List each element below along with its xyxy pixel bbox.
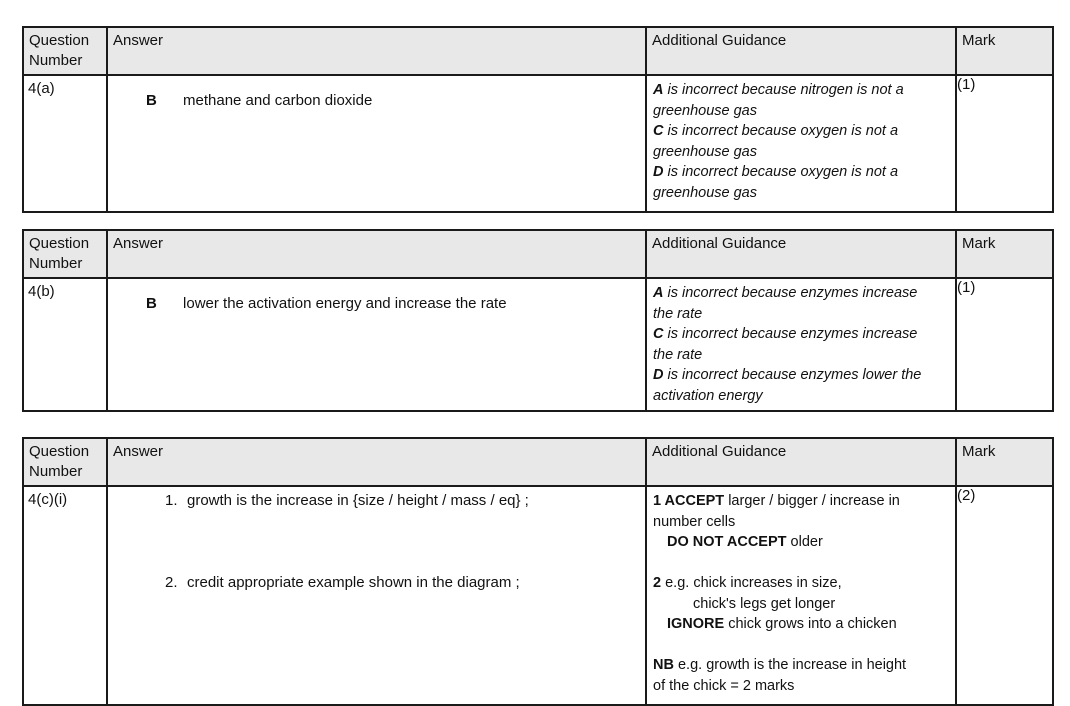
answer-point-text: growth is the increase in {size / height… (187, 492, 529, 509)
answer-header: Answer (106, 229, 647, 279)
table-row: 4(c)(i) 1. growth is the increase in {siz… (22, 485, 1054, 706)
header-row: Question Number Answer Additional Guidan… (22, 26, 1054, 76)
guidance-line: IGNORE chick grows into a chicken (667, 616, 897, 632)
guidance-line: of the chick = 2 marks (653, 677, 795, 694)
guidance-line: C is incorrect because oxygen is not a (653, 123, 899, 139)
question-number-header: Question Number (22, 229, 108, 279)
guidance-line: the rate (653, 305, 703, 322)
additional-guidance-header: Additional Guidance (645, 26, 957, 76)
answer-option: B lower the activation energy and increa… (108, 279, 645, 312)
question-number-cell: 4(b) (22, 277, 108, 412)
table-gap (22, 213, 1052, 229)
guidance-cell: A is incorrect because nitrogen is not a… (645, 74, 957, 213)
guidance-line: DO NOT ACCEPT older (667, 534, 823, 550)
question-number-header: Question Number (22, 26, 108, 76)
guidance-cell: 1 ACCEPT larger / bigger / increase in nu… (645, 485, 957, 706)
additional-guidance-header: Additional Guidance (645, 229, 957, 279)
guidance-line: NB e.g. growth is the increase in height (653, 657, 907, 673)
answer-letter: B (146, 92, 157, 109)
answer-cell: B lower the activation energy and increa… (106, 277, 647, 412)
answer-text: methane and carbon dioxide (183, 92, 373, 109)
table-row: 4(a) B methane and carbon dioxide A is i… (22, 74, 1054, 213)
guidance-line: greenhouse gas (653, 102, 757, 119)
guidance-blank-line (653, 553, 949, 574)
mark-scheme-table-4b: Question Number Answer Additional Guidan… (22, 229, 1054, 412)
guidance-line: greenhouse gas (653, 184, 757, 201)
answer-point-list: 1. growth is the increase in {size / heig… (108, 487, 645, 591)
mark-header: Mark (955, 437, 1054, 487)
answer-header: Answer (106, 437, 647, 487)
table-gap (22, 412, 1052, 437)
guidance-line: number cells (653, 513, 736, 530)
guidance-line: 2 e.g. chick increases in size, (653, 575, 842, 591)
answer-point: 2. credit appropriate example shown in th… (108, 574, 645, 591)
guidance-line: C is incorrect because enzymes increase (653, 326, 918, 342)
additional-guidance-header: Additional Guidance (645, 437, 957, 487)
guidance-line: D is incorrect because enzymes lower the (653, 367, 922, 383)
answer-header: Answer (106, 26, 647, 76)
guidance-line: D is incorrect because oxygen is not a (653, 164, 899, 180)
mark-cell: (2) (955, 485, 1054, 706)
mark-cell: (1) (955, 74, 1054, 213)
guidance-line: 1 ACCEPT larger / bigger / increase in (653, 493, 900, 509)
question-number-cell: 4(c)(i) (22, 485, 108, 706)
guidance-line: A is incorrect because enzymes increase (653, 285, 918, 301)
header-row: Question Number Answer Additional Guidan… (22, 229, 1054, 279)
mark-cell: (1) (955, 277, 1054, 412)
guidance-cell: A is incorrect because enzymes increase t… (645, 277, 957, 412)
answer-point-number: 2. (165, 574, 178, 591)
guidance-line: A is incorrect because nitrogen is not a (653, 82, 904, 98)
answer-point-text: credit appropriate example shown in the … (187, 574, 520, 591)
mark-scheme-table-4a: Question Number Answer Additional Guidan… (22, 26, 1054, 213)
question-number-cell: 4(a) (22, 74, 108, 213)
answer-cell: B methane and carbon dioxide (106, 74, 647, 213)
answer-point-number: 1. (165, 492, 178, 509)
table-row: 4(b) B lower the activation energy and i… (22, 277, 1054, 412)
header-row: Question Number Answer Additional Guidan… (22, 437, 1054, 487)
guidance-line: chick's legs get longer (693, 595, 836, 612)
mark-header: Mark (955, 26, 1054, 76)
answer-point: 1. growth is the increase in {size / heig… (108, 492, 645, 509)
mark-scheme-table-4ci: Question Number Answer Additional Guidan… (22, 437, 1054, 706)
question-number-header: Question Number (22, 437, 108, 487)
guidance-line: the rate (653, 346, 703, 363)
mark-header: Mark (955, 229, 1054, 279)
answer-option: B methane and carbon dioxide (108, 76, 645, 109)
answer-text: lower the activation energy and increase… (183, 295, 507, 312)
guidance-line: activation energy (653, 387, 763, 404)
answer-letter: B (146, 295, 157, 312)
answer-cell: 1. growth is the increase in {size / heig… (106, 485, 647, 706)
guidance-line: greenhouse gas (653, 143, 757, 160)
guidance-blank-line (653, 635, 949, 656)
